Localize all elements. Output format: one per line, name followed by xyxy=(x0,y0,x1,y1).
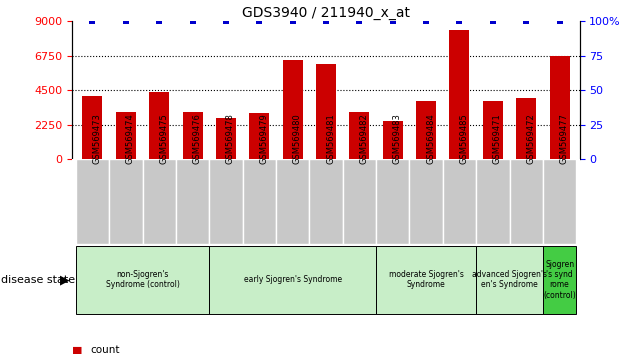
Point xyxy=(521,18,531,24)
Text: early Sjogren's Syndrome: early Sjogren's Syndrome xyxy=(244,275,341,284)
FancyBboxPatch shape xyxy=(376,246,476,314)
Text: GSM569477: GSM569477 xyxy=(559,113,569,164)
Bar xyxy=(549,56,570,159)
Bar xyxy=(249,113,269,159)
Point xyxy=(121,18,131,24)
Bar xyxy=(116,112,136,159)
Text: GSM569476: GSM569476 xyxy=(193,113,202,164)
Text: Sjogren
's synd
rome
(control): Sjogren 's synd rome (control) xyxy=(543,259,576,300)
Bar xyxy=(183,112,203,159)
Text: ■: ■ xyxy=(72,346,83,354)
FancyBboxPatch shape xyxy=(410,159,443,244)
FancyBboxPatch shape xyxy=(510,159,543,244)
Bar xyxy=(149,92,169,159)
FancyBboxPatch shape xyxy=(443,159,476,244)
Text: GSM569478: GSM569478 xyxy=(226,113,235,164)
Text: count: count xyxy=(90,346,120,354)
FancyBboxPatch shape xyxy=(276,159,309,244)
Text: advanced Sjogren's
en's Syndrome: advanced Sjogren's en's Syndrome xyxy=(472,270,547,289)
Text: GSM569474: GSM569474 xyxy=(126,113,135,164)
Text: disease state: disease state xyxy=(1,275,75,285)
Text: GSM569483: GSM569483 xyxy=(392,113,402,164)
Text: GSM569473: GSM569473 xyxy=(93,113,101,164)
Bar xyxy=(216,118,236,159)
Point xyxy=(488,18,498,24)
Point xyxy=(321,18,331,24)
Text: GSM569485: GSM569485 xyxy=(459,113,469,164)
Text: ▶: ▶ xyxy=(60,273,69,286)
Point xyxy=(554,18,564,24)
Bar xyxy=(416,101,436,159)
Text: GSM569475: GSM569475 xyxy=(159,113,168,164)
FancyBboxPatch shape xyxy=(109,159,142,244)
FancyBboxPatch shape xyxy=(543,246,576,314)
Text: non-Sjogren's
Syndrome (control): non-Sjogren's Syndrome (control) xyxy=(106,270,180,289)
FancyBboxPatch shape xyxy=(543,159,576,244)
Point xyxy=(354,18,364,24)
Bar xyxy=(483,101,503,159)
Bar xyxy=(283,59,302,159)
Point xyxy=(188,18,198,24)
Text: GSM569479: GSM569479 xyxy=(260,113,268,164)
Point xyxy=(221,18,231,24)
FancyBboxPatch shape xyxy=(476,246,543,314)
Title: GDS3940 / 211940_x_at: GDS3940 / 211940_x_at xyxy=(242,6,410,20)
Text: GSM569484: GSM569484 xyxy=(426,113,435,164)
FancyBboxPatch shape xyxy=(142,159,176,244)
Point xyxy=(387,18,398,24)
FancyBboxPatch shape xyxy=(209,246,376,314)
Point xyxy=(421,18,431,24)
Bar xyxy=(350,112,369,159)
Point xyxy=(288,18,298,24)
FancyBboxPatch shape xyxy=(309,159,343,244)
Point xyxy=(454,18,464,24)
FancyBboxPatch shape xyxy=(243,159,276,244)
Text: GSM569472: GSM569472 xyxy=(526,113,536,164)
Bar xyxy=(449,30,469,159)
Text: GSM569482: GSM569482 xyxy=(359,113,369,164)
Text: GSM569481: GSM569481 xyxy=(326,113,335,164)
Text: moderate Sjogren's
Syndrome: moderate Sjogren's Syndrome xyxy=(389,270,464,289)
FancyBboxPatch shape xyxy=(176,159,209,244)
Bar xyxy=(316,64,336,159)
Text: GSM569480: GSM569480 xyxy=(293,113,302,164)
Bar xyxy=(83,96,103,159)
FancyBboxPatch shape xyxy=(76,159,109,244)
FancyBboxPatch shape xyxy=(209,159,243,244)
FancyBboxPatch shape xyxy=(76,246,209,314)
FancyBboxPatch shape xyxy=(343,159,376,244)
Point xyxy=(88,18,98,24)
Bar xyxy=(383,121,403,159)
Bar xyxy=(516,98,536,159)
Point xyxy=(255,18,265,24)
FancyBboxPatch shape xyxy=(376,159,410,244)
Point xyxy=(154,18,164,24)
Text: GSM569471: GSM569471 xyxy=(493,113,502,164)
FancyBboxPatch shape xyxy=(476,159,510,244)
